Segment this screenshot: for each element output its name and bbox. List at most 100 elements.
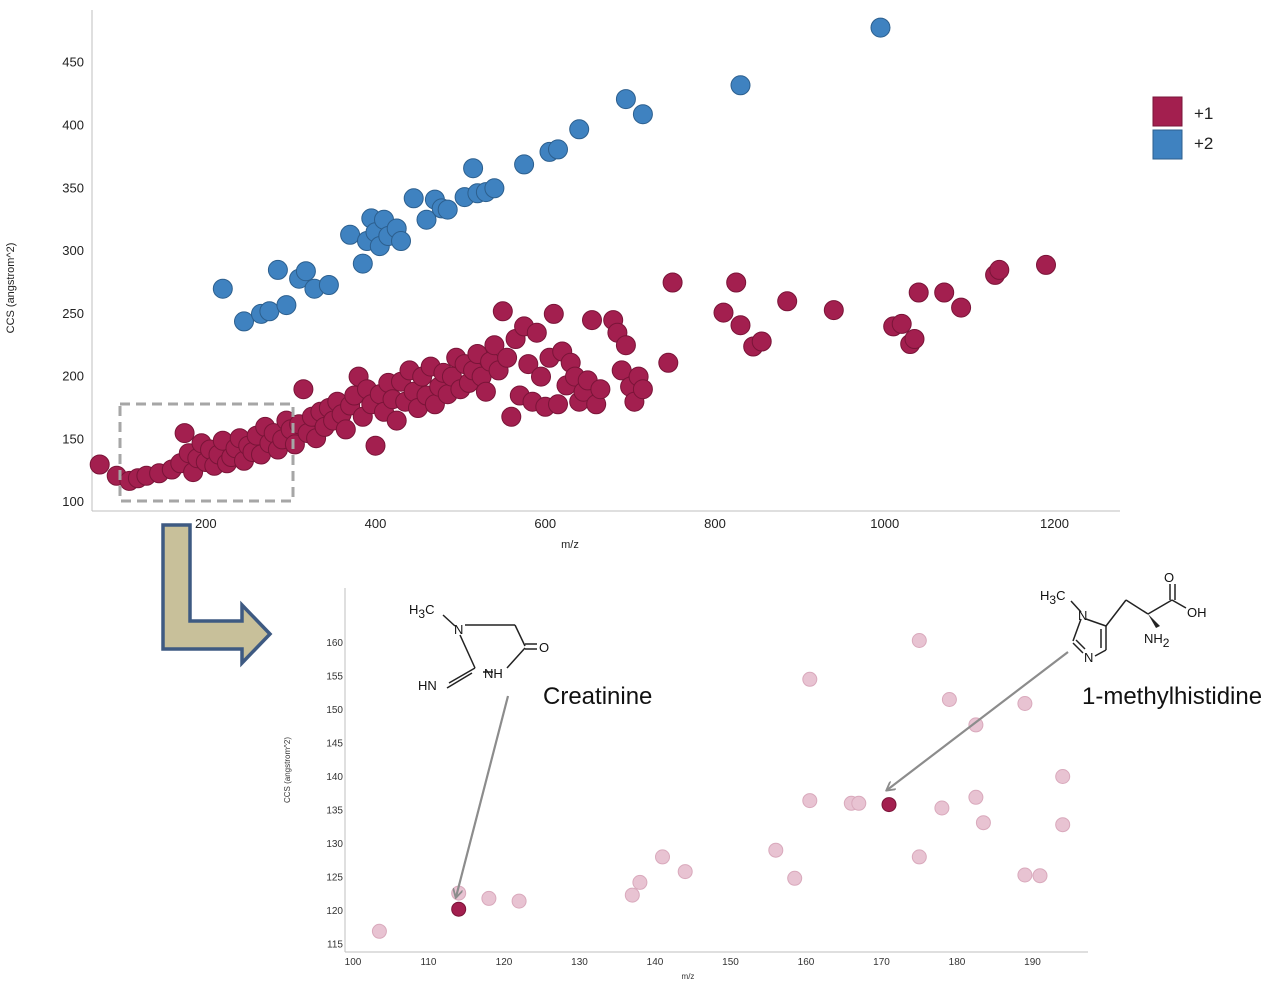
- data-point-plus1: [518, 354, 539, 375]
- main-x-axis-label: m/z: [561, 539, 579, 551]
- data-point-plus1: [726, 272, 747, 293]
- data-point-plus1: [662, 272, 683, 293]
- data-point-plus1: [615, 335, 636, 356]
- inset-data-point: [624, 887, 640, 903]
- inset-x-tick-label: 120: [496, 957, 513, 968]
- inset-data-point: [677, 864, 693, 880]
- inset-x-tick-label: 110: [421, 957, 437, 968]
- data-point-plus1: [632, 379, 653, 400]
- methylhistidine-wedge-bond: [1148, 614, 1160, 628]
- inset-data-point: [934, 800, 950, 816]
- data-point-plus2: [318, 275, 339, 295]
- main-x-tick-labels: 200 400 600 800 1000 1200: [195, 516, 1069, 531]
- data-point-plus1: [908, 282, 929, 303]
- data-point-plus1: [989, 259, 1010, 280]
- methylhistidine-bond: [1085, 618, 1107, 627]
- creatinine-bond: [446, 672, 473, 689]
- inset-data-point: [968, 717, 984, 733]
- inset-data-point: [911, 849, 927, 865]
- main-y-tick-label: 350: [62, 180, 84, 195]
- data-point-plus2: [484, 178, 505, 199]
- creatinine-bond: [442, 614, 456, 627]
- creatinine-label: Creatinine: [543, 683, 652, 710]
- inset-y-tick-label: 125: [326, 873, 343, 884]
- zoom-region-box: [118, 402, 295, 503]
- data-point-plus1: [951, 297, 972, 318]
- data-point-plus1: [543, 303, 564, 324]
- main-y-tick-label: 150: [62, 431, 84, 446]
- data-point-plus1: [582, 310, 602, 331]
- inset-data-point: [481, 890, 497, 906]
- methylhistidine-n1-label: N: [1078, 608, 1087, 623]
- data-point-plus2: [569, 119, 590, 140]
- legend-swatch-plus2: [1152, 129, 1183, 160]
- inset-chart: 100 110 120 130 140 150 160 170 180 190 115 120 125…: [283, 588, 1088, 981]
- data-point-plus1: [751, 331, 772, 352]
- methylhistidine-bond: [1070, 600, 1082, 613]
- data-point-plus2: [234, 311, 254, 332]
- main-y-axis-label: CCS (angstrom^2): [5, 243, 17, 334]
- inset-x-tick-label: 160: [798, 957, 815, 968]
- inset-highlighted-point: [451, 901, 467, 917]
- methylhistidine-label: 1-methylhistidine: [1082, 683, 1262, 710]
- data-point-plus1: [777, 291, 798, 312]
- main-x-tick-label: 600: [534, 516, 556, 531]
- data-point-plus1: [497, 347, 518, 368]
- data-point-plus2: [416, 209, 437, 230]
- methylhistidine-nh2-label: NH2: [1144, 631, 1170, 650]
- inset-data-point: [851, 795, 867, 811]
- data-point-plus1: [904, 329, 925, 349]
- creatinine-bond: [506, 647, 526, 669]
- creatinine-o-label: O: [539, 640, 549, 655]
- main-x-tick-label: 200: [195, 516, 217, 531]
- inset-data-point: [941, 692, 957, 707]
- inset-x-tick-label: 180: [949, 957, 966, 968]
- inset-data-point: [655, 849, 670, 865]
- main-y-tick-label: 200: [62, 369, 84, 384]
- inset-x-tick-label: 150: [722, 957, 739, 968]
- creatinine-nh-label: NH: [484, 666, 503, 681]
- data-point-plus1: [284, 434, 305, 455]
- data-point-plus1: [730, 315, 751, 336]
- inset-data-point: [968, 789, 984, 805]
- data-point-plus1: [386, 410, 407, 431]
- inset-y-tick-label: 135: [326, 806, 343, 817]
- methylhistidine-bond: [1125, 599, 1149, 615]
- methylhistidine-methyl-label: H3C: [1040, 588, 1065, 607]
- inset-highlighted-point: [881, 797, 897, 813]
- data-point-plus1: [475, 381, 496, 402]
- legend: +1 +2: [1152, 96, 1213, 160]
- data-point-plus1: [934, 282, 955, 303]
- inset-y-tick-label: 115: [327, 940, 343, 951]
- main-x-tick-label: 1200: [1040, 516, 1069, 531]
- inset-x-tick-labels: 100 110 120 130 140 150 160 170 180 190: [345, 957, 1042, 968]
- inset-data-point: [632, 874, 648, 890]
- methylhistidine-bond: [1105, 599, 1127, 627]
- data-point-plus2: [437, 199, 458, 220]
- data-point-plus1: [501, 406, 522, 427]
- methylhistidine-o-label: O: [1164, 570, 1174, 585]
- methylhistidine-bond: [1147, 599, 1173, 615]
- inset-data-point: [1017, 696, 1033, 711]
- creatinine-bond: [514, 624, 526, 647]
- creatinine-bond: [459, 634, 476, 669]
- data-point-plus1: [365, 435, 386, 456]
- data-point-plus2: [212, 278, 233, 299]
- data-point-plus2: [548, 139, 568, 160]
- creatinine-hn-label: HN: [418, 678, 437, 693]
- inset-y-axis-label: CCS (angstrom^2): [283, 737, 292, 803]
- data-point-plus2: [295, 261, 316, 282]
- inset-data-point: [1055, 817, 1071, 833]
- methylhistidine-bond: [1075, 639, 1086, 650]
- methylhistidine-bond: [1171, 599, 1187, 609]
- methylhistidine-pointer-arrow: [887, 651, 1069, 790]
- creatinine-structure: H3C N O HN NH: [409, 602, 549, 693]
- data-point-plus2: [632, 104, 653, 125]
- inset-y-tick-label: 150: [326, 705, 343, 716]
- data-point-plus1: [891, 313, 912, 334]
- data-point-plus2: [870, 17, 891, 38]
- main-y-tick-label: 300: [62, 243, 84, 258]
- inset-data-point: [1032, 868, 1048, 884]
- methylhistidine-structure: H3C N N O OH NH2: [1040, 570, 1207, 665]
- inset-data-point: [802, 793, 818, 809]
